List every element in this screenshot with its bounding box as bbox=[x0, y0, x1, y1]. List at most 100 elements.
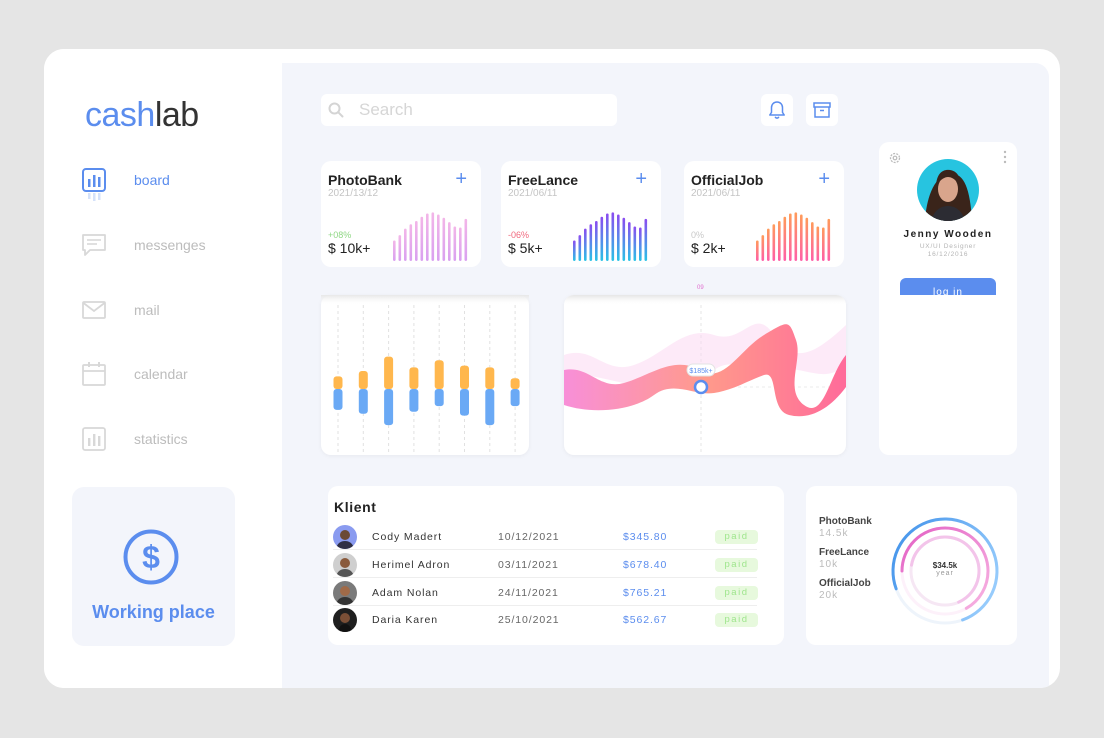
sparkline-bar bbox=[800, 214, 803, 261]
klient-date: 25/10/2021 bbox=[498, 614, 560, 626]
sparkline-bar bbox=[611, 212, 615, 261]
sparkline-bar bbox=[794, 212, 798, 261]
status-badge: paid bbox=[715, 558, 758, 572]
sparkline-bar bbox=[772, 224, 776, 261]
bar-chart-card bbox=[321, 295, 529, 455]
sparkline-bar bbox=[393, 240, 396, 261]
sparkline-bar bbox=[448, 222, 451, 261]
sparkline-bar bbox=[453, 226, 457, 261]
plus-icon[interactable]: + bbox=[455, 168, 467, 190]
profile-date: 16/12/2016 bbox=[927, 251, 969, 258]
sidebar-item-calendar[interactable]: calendar bbox=[82, 361, 188, 387]
card-amount: $ 5k+ bbox=[508, 240, 543, 256]
data-point-marker[interactable] bbox=[693, 379, 709, 395]
search-input[interactable] bbox=[359, 99, 609, 121]
logo-part-lab: lab bbox=[154, 96, 199, 134]
column-bar-up bbox=[384, 356, 394, 389]
sparkline-bar bbox=[617, 214, 620, 261]
klient-date: 24/11/2021 bbox=[498, 587, 559, 599]
card-title: OfficialJob bbox=[691, 172, 764, 188]
table-row[interactable]: Cody Madert 10/12/2021 $345.80 paid bbox=[333, 523, 758, 550]
message-icon bbox=[82, 233, 106, 257]
summary-value: 14.5k bbox=[819, 528, 849, 539]
sparkline-bar bbox=[644, 218, 648, 261]
archive-button[interactable] bbox=[806, 94, 838, 126]
sparkline-bar bbox=[756, 240, 759, 261]
klient-table-card: Klient Cody Madert 10/12/2021 $345.80 pa… bbox=[328, 486, 784, 645]
sparkline-bar bbox=[600, 216, 604, 261]
statistics-icon bbox=[82, 427, 106, 451]
wave-chart: $185k+ bbox=[564, 295, 846, 455]
archive-icon bbox=[813, 102, 831, 118]
klient-date: 10/12/2021 bbox=[498, 531, 560, 543]
klient-name: Herimel Adron bbox=[372, 559, 451, 571]
search-bar[interactable] bbox=[321, 94, 617, 126]
working-place-card[interactable]: $ Working place bbox=[72, 487, 235, 646]
column-bar-down bbox=[409, 389, 419, 412]
klient-name: Daria Karen bbox=[372, 614, 438, 626]
gear-icon[interactable] bbox=[888, 151, 902, 170]
bell-icon bbox=[769, 101, 785, 119]
search-icon bbox=[328, 102, 344, 118]
table-row[interactable]: Herimel Adron 03/11/2021 $678.40 paid bbox=[333, 551, 758, 578]
klient-amount: $765.21 bbox=[623, 587, 668, 599]
plus-icon[interactable]: + bbox=[818, 168, 830, 190]
column-chart bbox=[321, 295, 529, 455]
wave-chart-card: $185k+ bbox=[564, 295, 846, 455]
column-bar-down bbox=[384, 389, 394, 426]
ring-chart bbox=[891, 517, 999, 625]
sparkline-bar bbox=[639, 227, 642, 261]
column-bar-down bbox=[333, 389, 343, 410]
svg-text:$: $ bbox=[142, 539, 160, 575]
column-bar-down bbox=[358, 389, 368, 414]
table-row[interactable]: Daria Karen 25/10/2021 $562.67 paid bbox=[333, 606, 758, 633]
column-bar-up bbox=[358, 371, 368, 389]
column-bar-up bbox=[409, 367, 419, 389]
sparkline-bar bbox=[816, 226, 820, 261]
income-card-freelance[interactable]: FreeLance 2021/06/11 + -06% $ 5k+ bbox=[501, 161, 661, 267]
sidebar-item-messenges[interactable]: messenges bbox=[82, 232, 206, 258]
sidebar-item-statistics[interactable]: statistics bbox=[82, 426, 188, 452]
profile-role: UX/UI Designer bbox=[919, 243, 977, 250]
klient-amount: $562.67 bbox=[623, 614, 668, 626]
card-date: 2021/13/12 bbox=[328, 188, 379, 199]
sparkline-bar bbox=[464, 218, 468, 261]
more-options-icon[interactable] bbox=[1003, 150, 1007, 169]
card-amount: $ 10k+ bbox=[328, 240, 371, 256]
column-bar-down bbox=[434, 389, 444, 407]
income-card-photobank[interactable]: PhotoBank 2021/13/12 + +08% $ 10k+ bbox=[321, 161, 481, 267]
mail-icon bbox=[82, 298, 106, 322]
sidebar-item-board[interactable]: board bbox=[82, 167, 170, 201]
sparkline-bar bbox=[789, 213, 792, 261]
logo: cashlab bbox=[85, 96, 199, 135]
sparkline-bar bbox=[409, 224, 413, 261]
sidebar-item-mail[interactable]: mail bbox=[82, 297, 160, 323]
calendar-icon bbox=[82, 362, 106, 386]
table-row[interactable]: Adam Nolan 24/11/2021 $765.21 paid bbox=[333, 579, 758, 606]
column-bar-up bbox=[434, 360, 444, 389]
sparkline-bar bbox=[595, 221, 598, 261]
plus-icon[interactable]: + bbox=[635, 168, 647, 190]
summary-value: 10k bbox=[819, 559, 839, 570]
logo-part-cash: cash bbox=[85, 96, 155, 134]
empty-card bbox=[879, 295, 1017, 455]
summary-label: FreeLance bbox=[819, 547, 870, 558]
sparkline-bar bbox=[811, 222, 814, 261]
avatar bbox=[333, 525, 357, 549]
sparkline-bar bbox=[415, 221, 418, 261]
notifications-button[interactable] bbox=[761, 94, 793, 126]
sparkline-bar bbox=[606, 213, 609, 261]
income-card-officialjob[interactable]: OfficialJob 2021/06/11 + 0% $ 2k+ bbox=[684, 161, 844, 267]
card-change: -06% bbox=[508, 230, 530, 240]
status-badge: paid bbox=[715, 613, 758, 627]
klient-amount: $678.40 bbox=[623, 559, 668, 571]
card-title: PhotoBank bbox=[328, 172, 402, 188]
dollar-coin-icon: $ bbox=[123, 529, 179, 585]
avatar bbox=[333, 608, 357, 632]
summary-label: OfficialJob bbox=[819, 578, 871, 589]
app-window: cashlab board messenges mail ca bbox=[44, 49, 1060, 688]
summary-total-unit: year bbox=[936, 570, 954, 577]
wave-top-label: 09 bbox=[697, 285, 704, 291]
sparkline-bar bbox=[459, 227, 462, 261]
summary-value: 20k bbox=[819, 590, 839, 601]
